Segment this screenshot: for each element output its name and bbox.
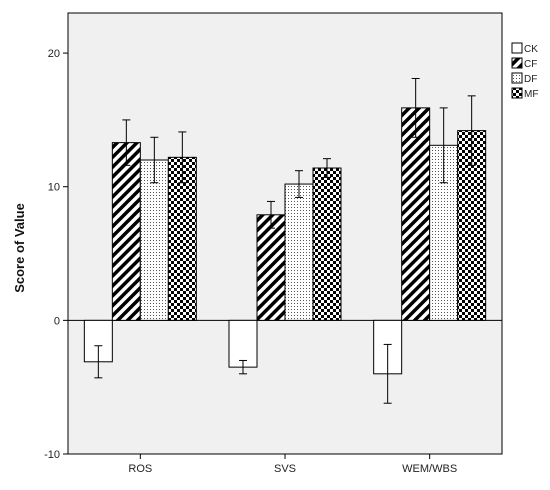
bar-cf-svs — [256, 214, 286, 321]
error-bar — [411, 77, 420, 138]
error-bar — [467, 95, 476, 166]
legend-label: DF — [524, 74, 537, 85]
error-bar — [323, 158, 331, 178]
y-tick-label: 20 — [48, 48, 60, 60]
y-tick-label: 0 — [54, 315, 60, 327]
legend-item-mf: MF — [511, 87, 538, 100]
legend-item-df: DF — [511, 72, 537, 85]
legend-label: MF — [524, 89, 538, 100]
error-bar — [383, 343, 392, 404]
bar-cf-wem-wbs — [401, 107, 431, 321]
error-bar — [239, 359, 247, 375]
legend-item-ck: CK — [511, 42, 538, 55]
error-bar — [267, 200, 275, 229]
legend-label: CK — [524, 44, 538, 55]
y-tick-label: -10 — [44, 449, 60, 461]
error-bar — [178, 131, 187, 184]
x-tick-label: SVS — [274, 463, 296, 475]
bar-df-svs — [284, 183, 314, 321]
error-bar — [150, 136, 159, 184]
y-axis-label: Score of Value — [12, 203, 27, 293]
bar-df-ros — [139, 159, 169, 321]
legend-swatch — [511, 87, 523, 99]
error-bar — [439, 107, 448, 184]
bar-mf-svs — [312, 167, 342, 321]
legend-item-cf: CF — [511, 57, 537, 70]
x-tick-label: WEM/WBS — [402, 463, 457, 475]
error-bar — [94, 345, 103, 379]
y-tick-label: 10 — [48, 182, 60, 194]
legend-label: CF — [524, 59, 537, 70]
legend-swatch — [511, 72, 523, 84]
legend-swatch — [511, 42, 523, 54]
error-bar — [295, 170, 303, 198]
bar-cf-ros — [111, 142, 141, 321]
error-bar — [122, 119, 131, 166]
x-tick-label: ROS — [128, 463, 152, 475]
legend-swatch — [511, 57, 523, 69]
